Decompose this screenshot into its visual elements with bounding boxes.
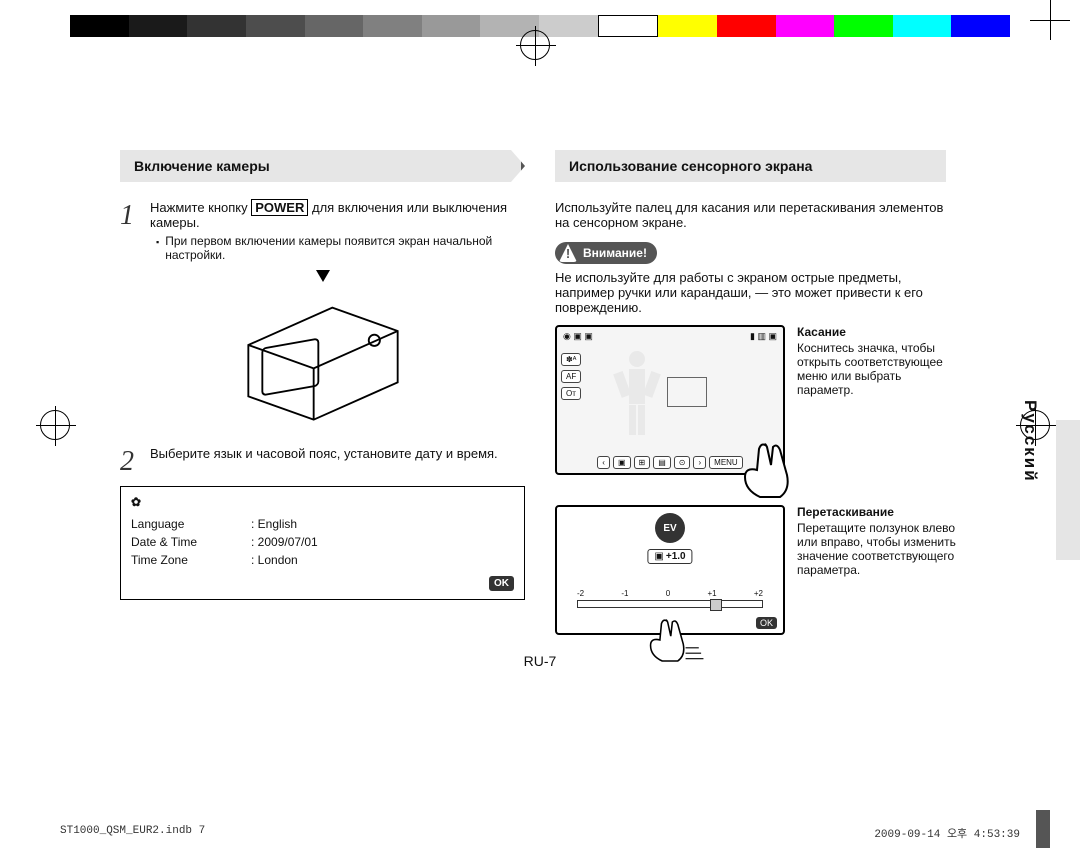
footer-file: ST1000_QSM_EUR2.indb 7 [60,825,205,841]
settings-screen: ✿ LanguageEnglishDate & Time2009/07/01Ti… [120,486,525,600]
footer-timestamp: 2009-09-14 오후 4:53:39 [874,825,1020,841]
warning-icon: ! [559,244,577,262]
ok-button[interactable]: OK [489,576,514,591]
page-marker [1036,810,1050,848]
arrow-down-icon [316,270,330,282]
settings-row: Date & Time2009/07/01 [131,533,514,551]
ev-badge: EV [655,513,685,543]
screen-icon: › [693,456,706,469]
screen-icon: Oᴛ [561,387,581,400]
camera-illustration [120,270,525,432]
crop-mark [1030,0,1070,40]
language-tab [1056,420,1080,560]
step1-text: Нажмите кнопку POWER для включения или в… [150,200,525,230]
section-heading-touch: Использование сенсорного экрана [555,150,960,182]
print-footer: ST1000_QSM_EUR2.indb 7 2009-09-14 오후 4:5… [60,825,1020,841]
settings-row: Time ZoneLondon [131,551,514,569]
screen-icon: ‹ [597,456,610,469]
right-column: Использование сенсорного экрана Использу… [555,150,960,635]
settings-row: LanguageEnglish [131,515,514,533]
touch-example: ◉ ▣ ▣▮ ▥ ▣ ✽ᴬAFOᴛ ‹▣⊞▤⊙›MENU Касание К [555,325,960,475]
ev-value: ▣+1.0 [647,549,692,564]
hand-touch-icon [735,435,805,505]
screen-icon: ▤ [653,456,671,469]
screen-icon: ✽ᴬ [561,353,581,366]
step-1: 1 Нажмите кнопку POWER для включения или… [120,200,525,262]
step-2: 2 Выберите язык и часовой пояс, установи… [120,446,525,478]
screen-icon: ▣ [613,456,631,469]
camera-drawing [228,289,418,429]
ok-button[interactable]: OK [756,617,777,629]
left-column: Включение камеры 1 Нажмите кнопку POWER … [120,150,525,635]
screen-icon: ⊙ [674,456,691,469]
hand-drag-icon [635,605,705,675]
drag-title: Перетаскивание [797,505,960,519]
screen-icon: ⊞ [634,456,651,469]
language-label: Русский [1020,400,1040,483]
screen-icon: AF [561,370,581,383]
step1-note: При первом включении камеры появится экр… [156,234,525,262]
registration-mark [40,410,70,440]
warning-label: ! Внимание! [555,242,657,264]
warning-text: Не используйте для работы с экраном остр… [555,270,960,315]
section-heading-power: Включение камеры [120,150,525,182]
step2-text: Выберите язык и часовой пояс, установите… [150,446,525,461]
touch-desc: Коснитесь значка, чтобы открыть соответс… [797,341,960,397]
page-number: RU-7 [120,653,960,669]
touch-title: Касание [797,325,960,339]
step-number: 1 [120,200,150,262]
page-content: Включение камеры 1 Нажмите кнопку POWER … [120,150,960,669]
drag-desc: Перетащите ползунок влево или вправо, чт… [797,521,960,577]
intro-text: Используйте палец для касания или перета… [555,200,960,230]
drag-example: EV ▣+1.0 -2-10+1+2 OK [555,505,960,635]
step-number: 2 [120,446,150,478]
gear-icon: ✿ [131,495,514,509]
registration-mark [520,30,550,60]
